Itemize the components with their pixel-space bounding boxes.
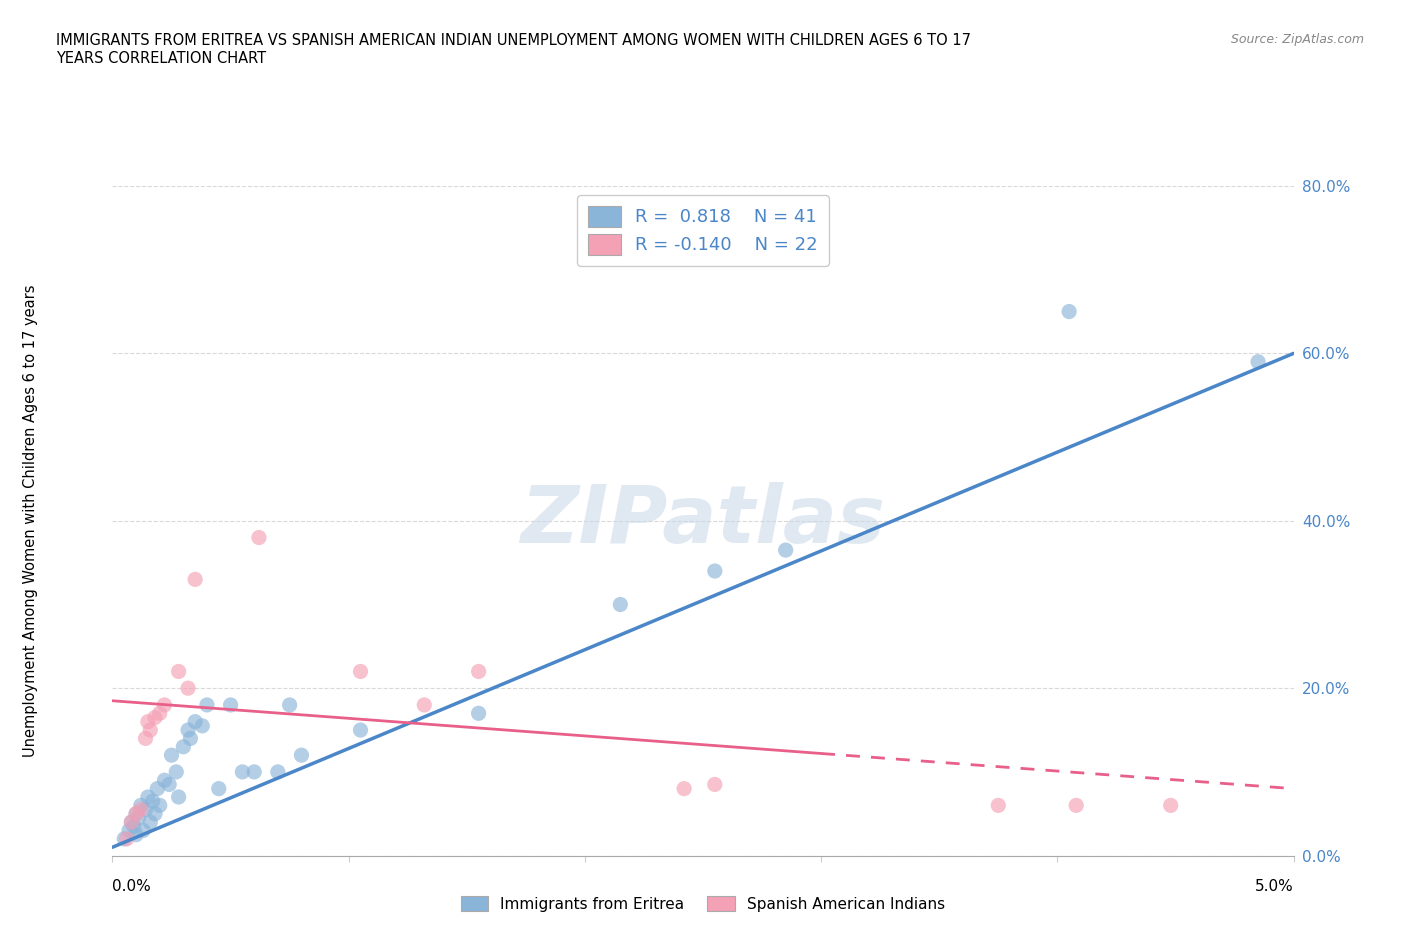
Point	[125, 806, 148, 821]
Point	[149, 706, 172, 721]
Point	[167, 664, 190, 679]
Point	[467, 664, 489, 679]
Point	[349, 664, 371, 679]
Point	[231, 764, 253, 779]
Point	[247, 530, 270, 545]
Point	[129, 802, 152, 817]
Text: IMMIGRANTS FROM ERITREA VS SPANISH AMERICAN INDIAN UNEMPLOYMENT AMONG WOMEN WITH: IMMIGRANTS FROM ERITREA VS SPANISH AMERI…	[56, 33, 972, 47]
Text: YEARS CORRELATION CHART: YEARS CORRELATION CHART	[56, 51, 266, 66]
Point	[120, 815, 142, 830]
Point	[139, 723, 162, 737]
Point	[290, 748, 312, 763]
Point	[191, 718, 214, 733]
Point	[129, 798, 152, 813]
Point	[349, 723, 371, 737]
Point	[157, 777, 180, 792]
Point	[135, 802, 157, 817]
Point	[609, 597, 631, 612]
Point	[987, 798, 1010, 813]
Point	[243, 764, 266, 779]
Point	[149, 798, 172, 813]
Point	[208, 781, 231, 796]
Text: 5.0%: 5.0%	[1254, 879, 1294, 894]
Point	[115, 831, 138, 846]
Point	[1160, 798, 1182, 813]
Point	[184, 572, 207, 587]
Point	[267, 764, 290, 779]
Point	[146, 781, 169, 796]
Point	[136, 790, 159, 804]
Point	[136, 714, 159, 729]
Point	[127, 811, 149, 826]
Point	[120, 815, 142, 830]
Point	[112, 831, 135, 846]
Point	[172, 739, 194, 754]
Point	[143, 711, 166, 725]
Legend: R =  0.818    N = 41, R = -0.140    N = 22: R = 0.818 N = 41, R = -0.140 N = 22	[578, 195, 828, 266]
Point	[195, 698, 218, 712]
Point	[125, 828, 148, 843]
Point	[139, 815, 162, 830]
Point	[135, 731, 157, 746]
Point	[1057, 304, 1080, 319]
Point	[132, 823, 155, 838]
Point	[177, 681, 200, 696]
Point	[703, 777, 725, 792]
Point	[278, 698, 301, 712]
Point	[167, 790, 190, 804]
Point	[160, 748, 183, 763]
Point	[1064, 798, 1087, 813]
Point	[775, 542, 797, 557]
Point	[703, 564, 725, 578]
Point	[153, 773, 176, 788]
Point	[153, 698, 176, 712]
Point	[184, 714, 207, 729]
Point	[143, 806, 166, 821]
Point	[165, 764, 187, 779]
Point	[1247, 354, 1270, 369]
Point	[118, 823, 141, 838]
Text: Source: ZipAtlas.com: Source: ZipAtlas.com	[1230, 33, 1364, 46]
Text: 0.0%: 0.0%	[112, 879, 152, 894]
Point	[122, 819, 145, 834]
Point	[413, 698, 436, 712]
Point	[142, 794, 165, 809]
Legend: Immigrants from Eritrea, Spanish American Indians: Immigrants from Eritrea, Spanish America…	[454, 889, 952, 918]
Text: Unemployment Among Women with Children Ages 6 to 17 years: Unemployment Among Women with Children A…	[24, 285, 38, 757]
Point	[467, 706, 489, 721]
Point	[125, 806, 148, 821]
Point	[179, 731, 201, 746]
Text: ZIPatlas: ZIPatlas	[520, 482, 886, 560]
Point	[219, 698, 242, 712]
Point	[673, 781, 696, 796]
Point	[177, 723, 200, 737]
